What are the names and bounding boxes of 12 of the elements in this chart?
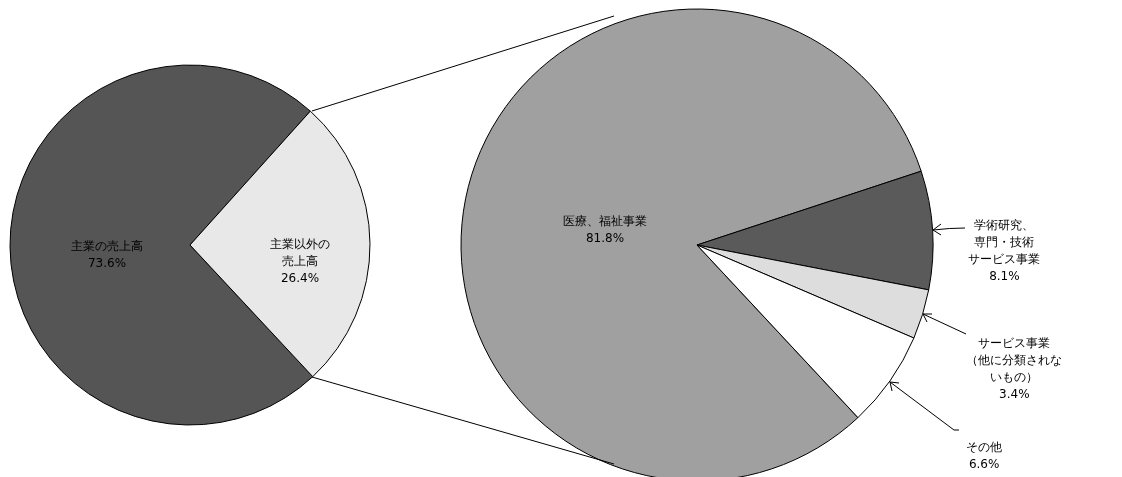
legend-label: 学術研究、専門・技術サービス事業 [968,218,1041,267]
data-label: 73.6% [87,255,127,270]
data-label: 6.6% [968,456,1000,471]
data-label: 8.1% [989,269,1020,284]
data-label: 3.4% [999,386,1030,401]
slice-label: その他 [966,439,1003,454]
data-label: 81.8% [585,231,625,246]
slice-label: 主業の売上高 [71,238,143,253]
slice-label: サービス事業（他に分類されないもの） [966,335,1063,384]
slice-label: 医療、福祉事業 [562,214,647,229]
data-label: 26.4% [280,271,320,285]
slice-label: 主業以外の売上高 [270,237,330,268]
